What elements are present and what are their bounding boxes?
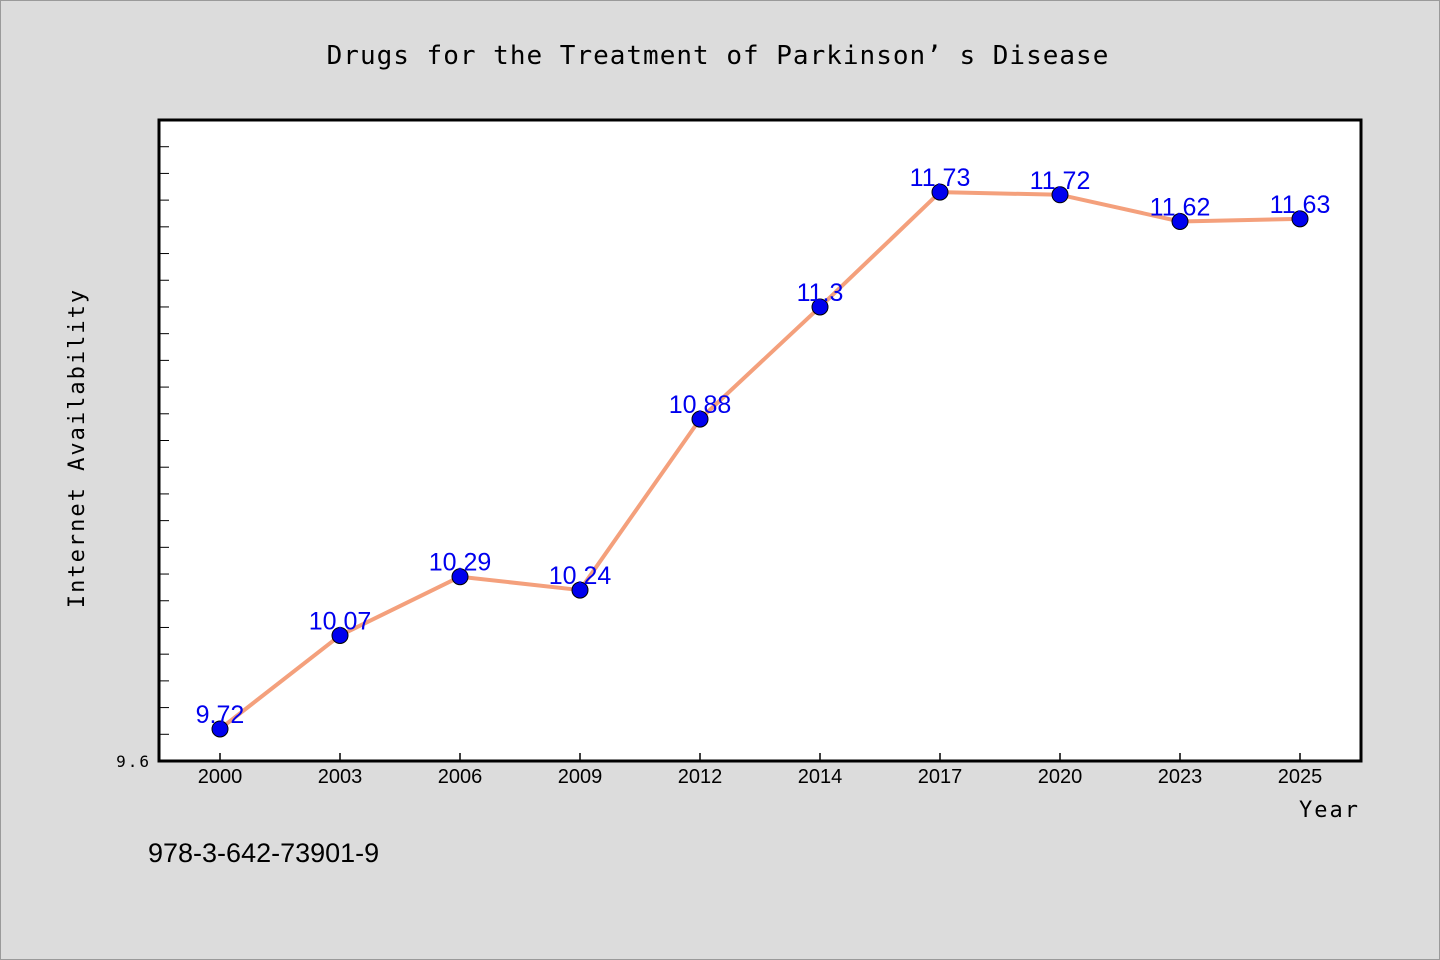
y-tick-label: 9.6 bbox=[116, 752, 151, 771]
data-label: 11.63 bbox=[1270, 191, 1331, 219]
data-point bbox=[331, 626, 349, 644]
data-point bbox=[451, 568, 469, 586]
data-label: 11.3 bbox=[797, 279, 844, 307]
data-point bbox=[691, 410, 709, 428]
x-axis-ticks: 2000 2003 2006 2009 2012 2014 2017 2020 2023 2025 bbox=[198, 753, 1323, 788]
data-point bbox=[811, 298, 829, 316]
data-point bbox=[571, 581, 589, 599]
data-label: 10.29 bbox=[429, 549, 492, 577]
x-tick-label: 2006 bbox=[438, 766, 483, 788]
data-labels-layer: 9.72 10.07 10.29 10.24 10.88 11.3 11.73 11.72 11… bbox=[196, 164, 1331, 729]
x-tick-label: 2009 bbox=[558, 766, 603, 788]
data-label: 11.62 bbox=[1150, 193, 1211, 221]
x-axis-label: Year bbox=[1299, 798, 1360, 823]
series-line bbox=[218, 190, 1302, 731]
data-point bbox=[1171, 212, 1189, 230]
y-axis-ticks: 9.6 bbox=[116, 146, 169, 771]
plot-area bbox=[157, 118, 1363, 763]
series-layer bbox=[211, 183, 1309, 738]
data-point bbox=[931, 183, 949, 201]
chart-title: Drugs for the Treatment of Parkinson’ s … bbox=[327, 41, 1110, 71]
x-tick-label: 2020 bbox=[1038, 766, 1083, 788]
data-point bbox=[211, 720, 229, 738]
x-tick-label: 2025 bbox=[1278, 766, 1323, 788]
x-tick-label: 2014 bbox=[798, 766, 843, 788]
isbn-text: 978-3-642-73901-9 bbox=[148, 838, 379, 868]
data-label: 9.72 bbox=[196, 701, 245, 729]
x-tick-label: 2023 bbox=[1158, 766, 1203, 788]
data-label: 11.73 bbox=[910, 164, 971, 192]
x-tick-label: 2000 bbox=[198, 766, 243, 788]
data-point bbox=[1051, 186, 1069, 204]
data-point bbox=[1291, 210, 1309, 228]
data-label: 10.24 bbox=[549, 562, 612, 590]
x-tick-label: 2003 bbox=[318, 766, 363, 788]
data-label: 11.72 bbox=[1030, 167, 1091, 195]
x-tick-label: 2012 bbox=[678, 766, 723, 788]
data-label: 10.88 bbox=[669, 391, 732, 419]
x-tick-label: 2017 bbox=[918, 766, 963, 788]
y-axis-label: Internet Availability bbox=[65, 288, 90, 608]
data-label: 10.07 bbox=[309, 607, 372, 635]
